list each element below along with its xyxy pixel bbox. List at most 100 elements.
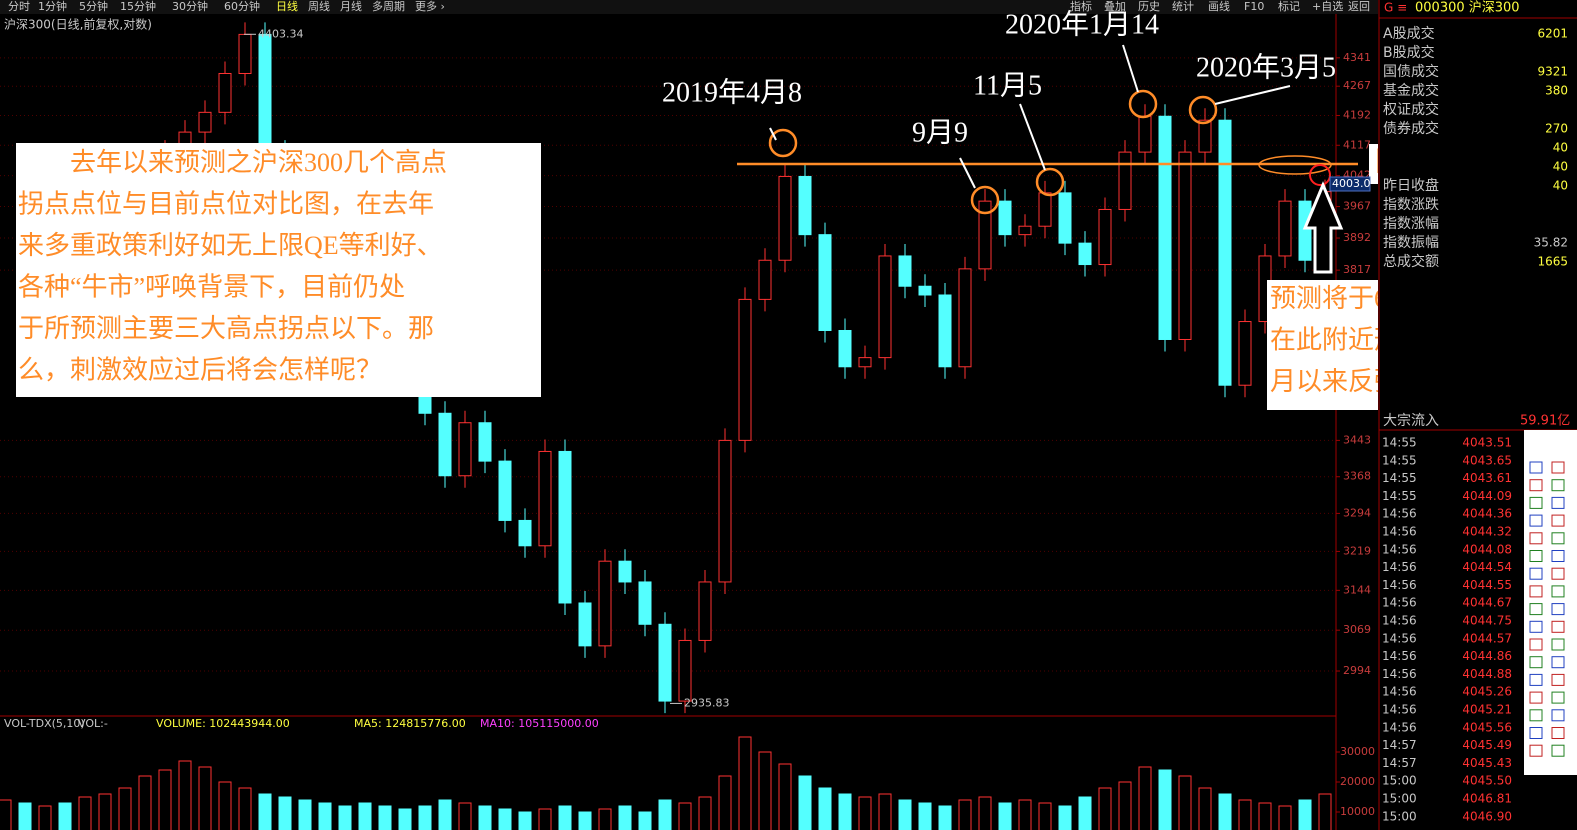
tool-button[interactable] [1529, 638, 1543, 651]
panel-header: 000300 沪深300 [1415, 0, 1520, 16]
toolbar-item[interactable]: 返回 [1348, 0, 1370, 13]
toolbar-item[interactable]: 标记 [1278, 0, 1300, 13]
tool-button[interactable] [1529, 461, 1543, 474]
candle [1238, 321, 1252, 386]
volume-bar [138, 775, 152, 830]
toolbar-item[interactable]: 30分钟 [172, 0, 208, 13]
tool-button[interactable] [1529, 620, 1543, 633]
volume-bar [918, 802, 932, 830]
toolbar-item[interactable]: 统计 [1172, 0, 1194, 13]
toolbar-item[interactable]: F10 [1244, 0, 1264, 13]
tool-button[interactable] [1551, 727, 1565, 739]
highlight-circle [1128, 89, 1158, 119]
annotation: 11月5 [973, 70, 1042, 101]
toolbar-item[interactable]: 日线 [276, 0, 298, 13]
volume-bar [1098, 787, 1112, 830]
tool-button[interactable] [1551, 638, 1565, 651]
toolbar-item[interactable]: 历史 [1138, 0, 1160, 13]
tick-time: 14:56 [1382, 614, 1417, 628]
tool-button[interactable] [1529, 709, 1543, 722]
candle [678, 639, 692, 702]
toolbar-item[interactable]: 15分钟 [120, 0, 156, 13]
highlight-circle [970, 185, 1000, 215]
tool-button[interactable] [1551, 496, 1565, 509]
toolbar-item[interactable]: 叠加 [1104, 0, 1126, 13]
panel-label: 昨日收盘 [1383, 177, 1439, 194]
tool-button[interactable] [1529, 479, 1543, 492]
candle [918, 285, 932, 296]
toolbar-item[interactable]: 60分钟 [224, 0, 260, 13]
tool-button[interactable] [1529, 550, 1543, 562]
highlight-circle [1035, 167, 1065, 197]
tool-button[interactable] [1551, 691, 1565, 704]
tool-button[interactable] [1529, 673, 1543, 686]
tool-button[interactable] [1551, 532, 1565, 545]
panel-value: 40 [1553, 160, 1568, 174]
tool-button[interactable] [1551, 709, 1565, 722]
toolbar-item[interactable]: 周线 [308, 0, 330, 13]
highlight-circle [1188, 95, 1218, 125]
toolbar-item[interactable]: 指标 [1070, 0, 1092, 13]
volume-bar [778, 763, 792, 830]
panel-icon: G ≡ [1384, 1, 1407, 15]
tool-button[interactable] [1529, 514, 1543, 527]
tool-button[interactable] [1551, 550, 1565, 562]
annotation-leader [1019, 103, 1046, 171]
candle [198, 111, 212, 133]
annotation-leader [769, 127, 777, 141]
toolbar [0, 0, 1378, 14]
tool-button[interactable] [1551, 744, 1565, 757]
tool-button[interactable] [1529, 744, 1543, 757]
candle [1018, 225, 1032, 236]
volume-bar [418, 805, 432, 830]
volume-bar [1218, 793, 1232, 830]
tool-button[interactable] [1551, 656, 1565, 669]
tool-button[interactable] [1551, 585, 1565, 598]
note-line: 去年以来预测之沪深300几个高点 [18, 148, 447, 177]
tool-button[interactable] [1529, 603, 1543, 616]
toolbar-item[interactable]: 多周期 [372, 0, 405, 13]
toolbar-item[interactable]: 月线 [340, 0, 362, 13]
tool-button[interactable] [1551, 479, 1565, 492]
tool-button[interactable] [1551, 603, 1565, 616]
tool-button[interactable] [1551, 673, 1565, 686]
annotation: 2019年4月8 [662, 76, 802, 108]
volume-bar [458, 802, 472, 830]
candle [1298, 200, 1312, 261]
panel-label: 债券成交 [1383, 120, 1439, 137]
tool-button[interactable] [1529, 567, 1543, 580]
candle [998, 200, 1012, 236]
tick-time: 15:00 [1382, 809, 1417, 823]
toolbar-item[interactable]: +自选 [1312, 0, 1343, 13]
tool-button[interactable] [1529, 496, 1543, 509]
y-tick-label: 4267 [1343, 79, 1371, 92]
volume-bar [678, 802, 692, 830]
tool-button[interactable] [1529, 532, 1543, 545]
tool-button[interactable] [1529, 727, 1543, 739]
volume-bar [1038, 802, 1052, 830]
volume-bar [1058, 805, 1072, 830]
toolbar-item[interactable]: 画线 [1208, 0, 1230, 13]
annotation: 9月9 [912, 117, 968, 148]
toolbar-item[interactable]: 分时 [8, 0, 30, 13]
tick-time: 14:57 [1382, 756, 1417, 770]
toolbar-item[interactable]: 更多 › [415, 0, 445, 13]
candle [598, 560, 612, 647]
tool-button[interactable] [1551, 514, 1565, 527]
tool-button[interactable] [1551, 620, 1565, 633]
toolbar-item[interactable]: 1分钟 [38, 0, 67, 13]
tool-button[interactable] [1529, 691, 1543, 704]
tick-price: 4044.54 [1462, 560, 1512, 574]
highlight-ellipse [1258, 155, 1332, 175]
candle [1178, 151, 1192, 340]
panel-value: 35.82 [1534, 236, 1568, 250]
toolbar-item[interactable]: 5分钟 [79, 0, 108, 13]
volume-bar [1078, 796, 1092, 830]
volume-bar [998, 802, 1012, 830]
tool-button[interactable] [1529, 656, 1543, 669]
tool-button[interactable] [1551, 567, 1565, 580]
candle [738, 298, 752, 441]
tool-button[interactable] [1529, 585, 1543, 598]
tool-button[interactable] [1551, 461, 1565, 474]
